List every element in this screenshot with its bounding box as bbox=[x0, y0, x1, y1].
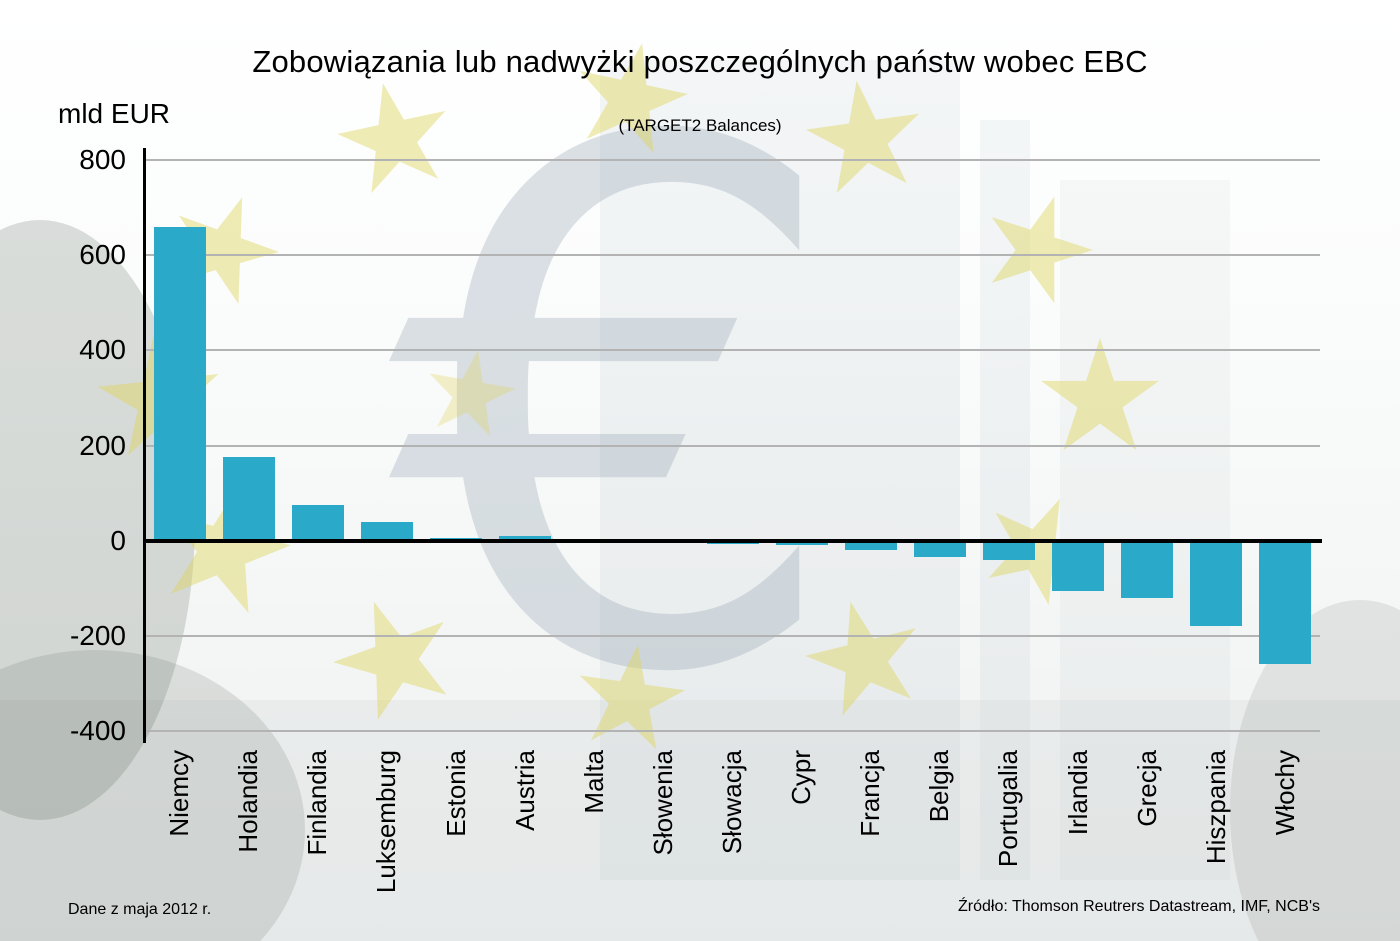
bar-francja bbox=[844, 540, 897, 551]
chart-subtitle: (TARGET2 Balances) bbox=[618, 116, 782, 135]
x-tick-cell: Holandia bbox=[214, 750, 283, 935]
bar-niemcy bbox=[153, 226, 206, 541]
x-tick-label-estonia: Estonia bbox=[440, 750, 471, 837]
x-tick-cell: Malta bbox=[560, 750, 629, 935]
bar-luksemburg bbox=[360, 521, 413, 541]
x-tick-label-irlandia: Irlandia bbox=[1062, 750, 1093, 836]
y-tick-label-0: 0 bbox=[110, 524, 126, 556]
bar-grecja bbox=[1121, 540, 1174, 598]
x-tick-label-malta: Malta bbox=[578, 750, 609, 814]
gridline-400 bbox=[145, 349, 1320, 352]
gridline--400 bbox=[145, 730, 1320, 732]
gridline-800 bbox=[145, 159, 1320, 161]
gridline--200 bbox=[145, 634, 1320, 637]
x-tick-cell: Luksemburg bbox=[352, 750, 421, 935]
bar-holandia bbox=[222, 457, 275, 541]
x-tick-cell: Słowenia bbox=[629, 750, 698, 935]
y-tick-label-400: 400 bbox=[79, 334, 126, 366]
zero-baseline bbox=[145, 538, 1322, 543]
x-tick-cell: Cypr bbox=[767, 750, 836, 935]
x-tick-label-niemcy: Niemcy bbox=[164, 750, 195, 837]
x-tick-label-hiszpania: Hiszpania bbox=[1200, 750, 1231, 865]
y-tick-label-200: 200 bbox=[79, 429, 126, 461]
bar-austria bbox=[499, 535, 552, 541]
y-tick-label--400: -400 bbox=[69, 715, 126, 746]
bar-irlandia bbox=[1052, 540, 1105, 591]
x-tick-label-luksemburg: Luksemburg bbox=[371, 750, 402, 894]
bar-finlandia bbox=[291, 504, 344, 541]
gridline-600 bbox=[145, 254, 1320, 257]
x-tick-cell: Austria bbox=[491, 750, 560, 935]
bar-belgia bbox=[913, 540, 966, 558]
y-tick-label--200: -200 bbox=[69, 619, 126, 651]
x-tick-label-włochy: Włochy bbox=[1269, 750, 1300, 836]
x-tick-cell: Estonia bbox=[421, 750, 490, 935]
data-note: Dane z maja 2012 r. bbox=[68, 901, 212, 918]
source-note: Źródło: Thomson Reutrers Datastream, IMF… bbox=[958, 898, 1320, 915]
x-tick-label-finlandia: Finlandia bbox=[302, 750, 333, 856]
bar-portugalia bbox=[982, 540, 1035, 560]
x-tick-label-słowacja: Słowacja bbox=[716, 750, 747, 855]
y-tick-label-600: 600 bbox=[79, 239, 126, 271]
x-tick-label-grecja: Grecja bbox=[1131, 750, 1162, 827]
x-tick-label-cypr: Cypr bbox=[786, 750, 817, 805]
bar-cypr bbox=[775, 540, 828, 546]
bar-hiszpania bbox=[1190, 540, 1243, 627]
x-tick-label-holandia: Holandia bbox=[233, 750, 264, 853]
chart-title: Zobowiązania lub nadwyżki poszczególnych… bbox=[252, 44, 1148, 79]
x-tick-label-francja: Francja bbox=[855, 750, 886, 837]
bar-włochy bbox=[1259, 540, 1312, 665]
x-tick-label-belgia: Belgia bbox=[924, 750, 955, 823]
x-tick-cell: Słowacja bbox=[698, 750, 767, 935]
y-tick-label-800: 800 bbox=[79, 144, 126, 175]
x-tick-label-portugalia: Portugalia bbox=[993, 750, 1024, 868]
x-tick-label-austria: Austria bbox=[509, 750, 540, 831]
x-tick-cell: Francja bbox=[836, 750, 905, 935]
y-axis-unit-label: mld EUR bbox=[58, 98, 171, 129]
x-tick-cell: Finlandia bbox=[283, 750, 352, 935]
x-tick-label-słowenia: Słowenia bbox=[647, 750, 678, 856]
gridline-200 bbox=[145, 444, 1320, 447]
y-axis-line bbox=[143, 148, 146, 743]
